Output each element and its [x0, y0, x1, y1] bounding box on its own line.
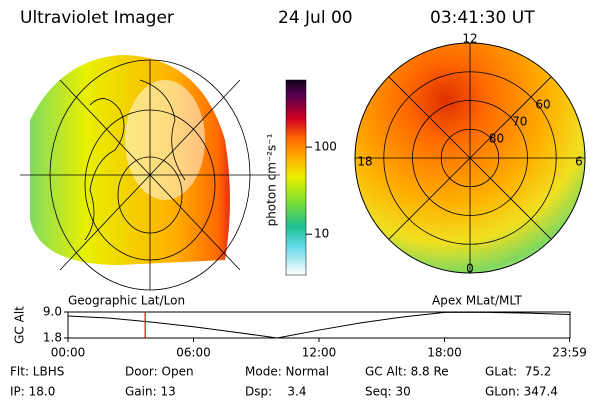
lat-label: 70 — [512, 114, 527, 128]
right-caption: Apex MLat/MLT — [432, 294, 522, 308]
time: 03:41:30 UT — [430, 8, 535, 28]
y-tick-label: 1.8 — [43, 331, 62, 345]
lat-label: 80 — [489, 131, 504, 145]
info-field: GLat: 75.2 — [485, 365, 551, 379]
colorbar-label: photon cm⁻²s⁻¹ — [265, 133, 279, 226]
info-field: Dsp: 3.4 — [245, 385, 307, 399]
lat-ring — [412, 100, 528, 216]
info-field: GLon: 347.4 — [485, 385, 558, 399]
x-tick-label: 12:00 — [302, 346, 337, 360]
x-tick-label: 00:00 — [51, 346, 86, 360]
info-field: GC Alt: 8.8 Re — [365, 365, 449, 379]
colorbar-tick-label: 10 — [314, 227, 329, 241]
info-field: Mode: Normal — [245, 365, 329, 379]
mlt-label: 6 — [575, 155, 583, 169]
lat-ring — [383, 71, 557, 245]
date: 24 Jul 00 — [278, 8, 353, 28]
y-tick-label: 9.0 — [43, 305, 62, 319]
altitude-plot — [64, 311, 571, 342]
mlt-label: 0 — [466, 262, 474, 276]
info-field: IP: 18.0 — [10, 385, 55, 399]
colorbar-tick-label: 100 — [314, 140, 337, 154]
polar-image — [354, 42, 586, 274]
info-field: Flt: LBHS — [10, 365, 64, 379]
mlt-label: 12 — [462, 32, 477, 46]
lat-ring — [440, 128, 500, 188]
title: Ultraviolet Imager — [20, 8, 174, 28]
x-tick-label: 18:00 — [427, 346, 462, 360]
info-panel: Flt: LBHS Door: Open Mode: Normal GC Alt: 8… — [10, 365, 558, 399]
info-field: Seq: 30 — [365, 385, 411, 399]
info-field: Gain: 13 — [125, 385, 176, 399]
x-tick-label: 06:00 — [176, 346, 211, 360]
x-tick-label: 23:59 — [552, 346, 587, 360]
info-field: Door: Open — [125, 365, 194, 379]
y-axis-label: GC Alt — [13, 306, 27, 344]
globe-image — [20, 55, 280, 291]
colorbar — [285, 79, 312, 276]
mlt-label: 18 — [357, 155, 372, 169]
plot-frame — [67, 311, 571, 339]
altitude-line — [67, 311, 571, 339]
lat-label: 60 — [535, 97, 550, 111]
left-caption: Geographic Lat/Lon — [68, 294, 185, 308]
